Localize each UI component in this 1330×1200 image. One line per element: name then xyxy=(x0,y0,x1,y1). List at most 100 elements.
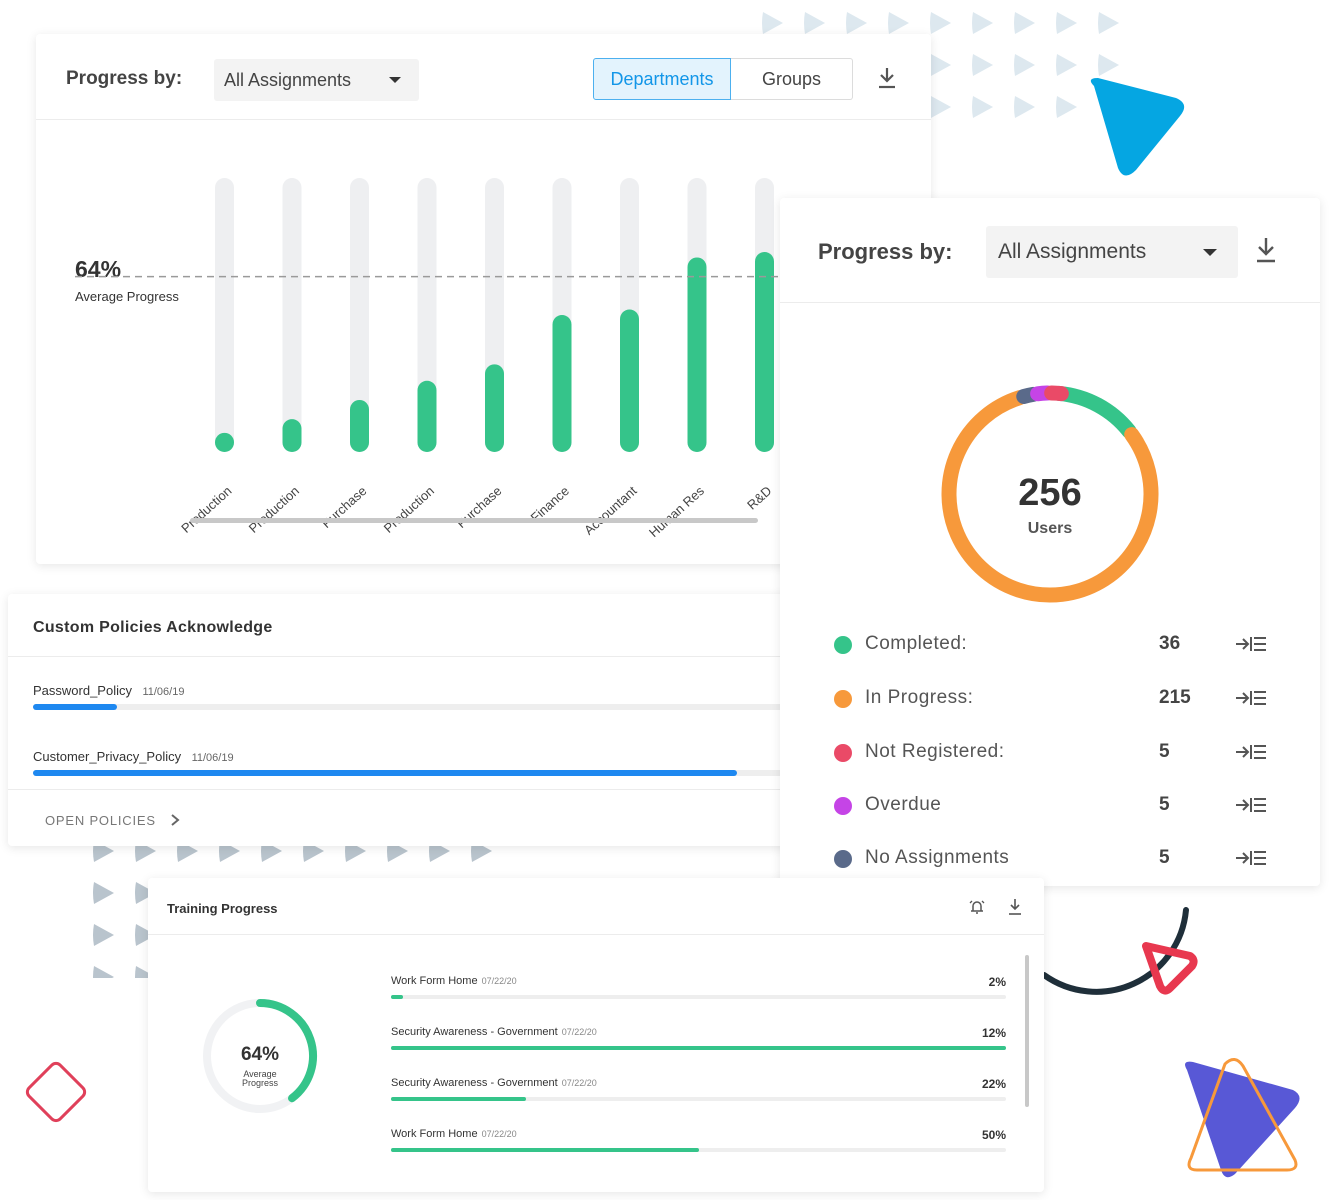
users-progress-card: Progress by: All Assignments 256 Users C… xyxy=(780,198,1320,886)
bell-icon[interactable] xyxy=(968,898,986,916)
legend-dot xyxy=(834,636,852,654)
training-item-date: 07/22/20 xyxy=(481,976,517,986)
department-card-header: Progress by: All Assignments Departments… xyxy=(36,34,931,120)
pattern-triangle xyxy=(930,12,951,34)
pattern-triangle xyxy=(1056,12,1077,34)
training-item[interactable]: Security Awareness - Government 07/22/20 1… xyxy=(391,1026,1006,1066)
chevron-down-icon xyxy=(1203,249,1217,256)
custom-policies-card: Custom Policies Acknowledge Password_Pol… xyxy=(8,594,798,846)
decorative-blue-triangle xyxy=(1090,78,1185,176)
pattern-triangle xyxy=(1014,54,1035,76)
training-item[interactable]: Work Form Home 07/22/20 2% xyxy=(391,975,1006,1015)
training-progress-card: Training Progress 64% Average Progress W… xyxy=(148,878,1044,1192)
pattern-triangle xyxy=(972,12,993,34)
department-bar[interactable] xyxy=(282,419,302,452)
legend-dot xyxy=(834,797,852,815)
download-icon[interactable] xyxy=(1254,236,1278,264)
department-label: Purchase xyxy=(454,483,505,531)
pattern-triangle xyxy=(846,12,867,34)
training-item-name: Security Awareness - Government xyxy=(391,1077,558,1089)
view-list-icon[interactable] xyxy=(1234,794,1268,816)
pattern-triangle xyxy=(135,882,156,904)
training-item-percent: 50% xyxy=(981,1128,1006,1142)
pattern-triangle xyxy=(1014,12,1035,34)
pattern-triangle xyxy=(1098,54,1119,76)
training-item-name: Work Form Home xyxy=(391,975,478,987)
legend-row: Completed: 36 xyxy=(834,630,1274,660)
policy-item[interactable]: Customer_Privacy_Policy 11/06/19 xyxy=(33,748,798,778)
assignments-select[interactable]: All Assignments xyxy=(214,59,419,101)
assignments-select[interactable]: All Assignments xyxy=(986,226,1238,278)
pattern-triangle xyxy=(804,12,825,34)
toggle-groups-button[interactable]: Groups xyxy=(731,58,853,100)
department-bar[interactable] xyxy=(620,309,639,452)
bar-track xyxy=(350,178,369,452)
training-item-fill xyxy=(391,995,404,999)
progress-by-label: Progress by: xyxy=(818,239,953,264)
training-item-percent: 2% xyxy=(988,975,1006,989)
view-list-icon[interactable] xyxy=(1234,633,1268,655)
policies-footer-divider xyxy=(8,789,798,790)
view-list-icon[interactable] xyxy=(1234,847,1268,869)
department-label: Production xyxy=(178,483,234,536)
training-item-bar xyxy=(391,1148,1006,1152)
legend-row: In Progress: 215 xyxy=(834,684,1274,714)
department-bar[interactable] xyxy=(755,251,774,452)
users-card-header: Progress by: All Assignments xyxy=(780,198,1320,303)
training-item-bar xyxy=(391,1046,1006,1050)
department-label: Purchase xyxy=(319,483,370,531)
pattern-triangle xyxy=(93,924,114,946)
decorative-dark-ring xyxy=(1041,907,1189,995)
chart-scrollbar[interactable] xyxy=(190,518,758,523)
training-average-donut xyxy=(203,999,317,1113)
donut-segment[interactable] xyxy=(1051,385,1137,439)
training-item[interactable]: Work Form Home 07/22/20 50% xyxy=(391,1128,1006,1168)
training-scrollbar[interactable] xyxy=(1025,955,1029,1107)
legend-count: 5 xyxy=(1159,794,1170,815)
decorative-red-diamond xyxy=(25,1061,87,1123)
users-donut-chart xyxy=(941,385,1159,603)
training-item-date: 07/22/20 xyxy=(481,1129,517,1139)
policy-progress-fill xyxy=(33,704,118,710)
bar-track xyxy=(215,178,234,452)
training-item[interactable]: Security Awareness - Government 07/22/20 2… xyxy=(391,1077,1006,1117)
decorative-triangle-pattern-top xyxy=(762,12,1119,118)
department-bar[interactable] xyxy=(215,432,234,452)
legend-dot xyxy=(834,744,852,762)
legend-row: Overdue 5 xyxy=(834,791,1274,821)
policy-name: Password_Policy xyxy=(33,683,132,698)
department-bar[interactable] xyxy=(350,399,369,452)
legend-label: Not Registered: xyxy=(865,741,1005,762)
open-policies-link[interactable]: OPEN POLICIES xyxy=(45,810,180,830)
training-title: Training Progress xyxy=(167,901,278,916)
policies-divider xyxy=(8,656,798,657)
download-icon[interactable] xyxy=(1007,898,1023,916)
users-total-label: Users xyxy=(1027,520,1073,537)
training-item-name: Work Form Home xyxy=(391,1128,478,1140)
policy-item[interactable]: Password_Policy 11/06/19 xyxy=(33,682,798,712)
department-bar[interactable] xyxy=(417,380,437,452)
donut-segment[interactable] xyxy=(1044,385,1069,402)
department-bar[interactable] xyxy=(485,364,504,452)
donut-segment[interactable] xyxy=(941,390,1159,603)
users-total: 256 xyxy=(1018,472,1082,514)
assignments-select-value: All Assignments xyxy=(224,70,352,90)
toggle-departments-button[interactable]: Departments xyxy=(593,58,731,100)
policy-date: 11/06/19 xyxy=(142,686,185,698)
legend-label: In Progress: xyxy=(865,687,974,708)
download-icon[interactable] xyxy=(876,66,898,90)
pattern-triangle xyxy=(1098,12,1119,34)
decorative-purple-triangle xyxy=(1185,1058,1300,1178)
policy-progress-fill xyxy=(33,770,737,776)
policy-date: 11/06/19 xyxy=(191,752,234,764)
department-bar[interactable] xyxy=(552,315,572,452)
training-item-name: Security Awareness - Government xyxy=(391,1026,558,1038)
department-label: Production xyxy=(381,483,437,536)
department-label: R&D xyxy=(744,483,774,513)
training-divider xyxy=(148,934,1044,935)
department-bar[interactable] xyxy=(687,257,707,452)
legend-label: Overdue xyxy=(865,794,942,815)
view-list-icon[interactable] xyxy=(1234,741,1268,763)
assignments-select-value: All Assignments xyxy=(998,240,1147,263)
view-list-icon[interactable] xyxy=(1234,687,1268,709)
